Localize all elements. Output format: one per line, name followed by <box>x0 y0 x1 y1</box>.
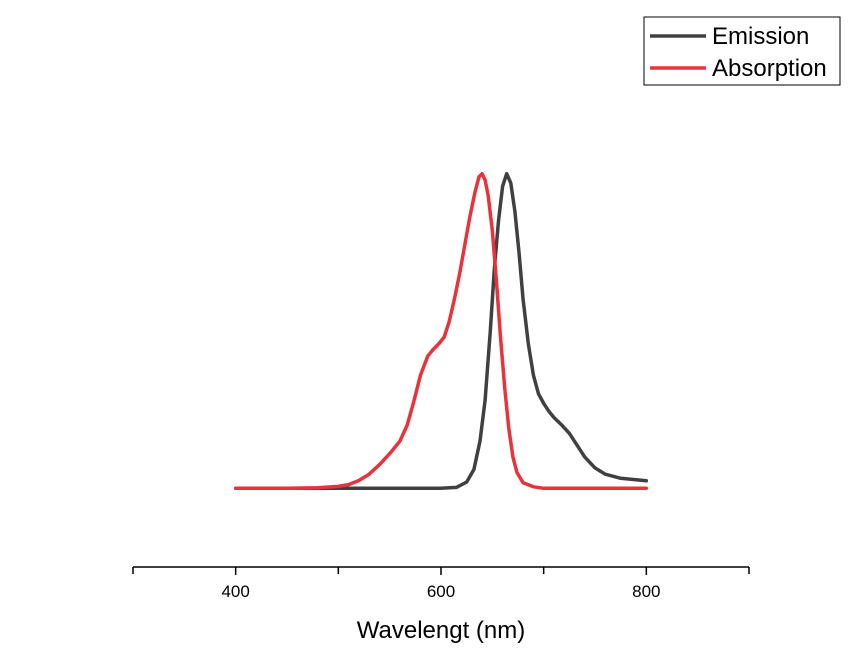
x-axis-ticks: 400 600 800 <box>132 567 750 601</box>
series-line-emission <box>233 171 649 491</box>
plot-area <box>233 171 649 491</box>
legend-label-absorption: Absorption <box>712 55 827 82</box>
x-tick-label-400: 400 <box>221 582 249 601</box>
x-tick-label-800: 800 <box>632 582 660 601</box>
legend: Emission Absorption <box>643 16 841 86</box>
series-line-absorption <box>233 171 649 491</box>
legend-box <box>643 16 841 86</box>
x-tick-label-600: 600 <box>427 582 455 601</box>
legend-label-emission: Emission <box>712 23 809 50</box>
x-axis-title: Wavelengt (nm) <box>357 617 526 644</box>
